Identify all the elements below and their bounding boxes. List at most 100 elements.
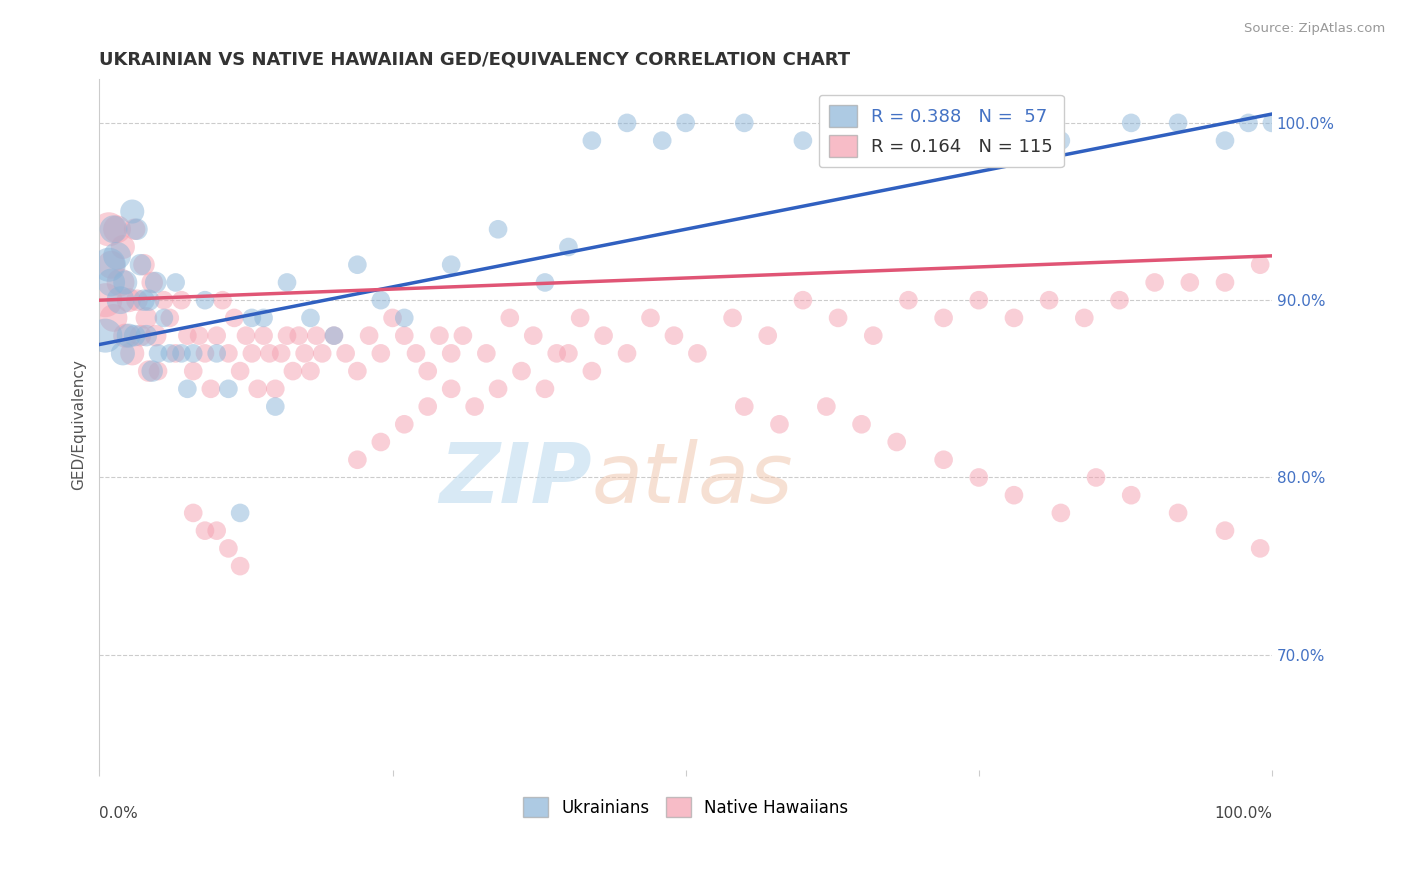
Text: ZIP: ZIP — [439, 439, 592, 520]
Point — [394, 310, 416, 325]
Point — [581, 364, 603, 378]
Point — [299, 364, 322, 378]
Point — [294, 346, 316, 360]
Point — [967, 293, 990, 308]
Point — [105, 222, 128, 236]
Point — [100, 276, 122, 290]
Point — [181, 506, 204, 520]
Point — [486, 222, 509, 236]
Point — [124, 328, 146, 343]
Point — [370, 435, 392, 450]
Point — [967, 116, 990, 130]
Point — [181, 364, 204, 378]
Point — [581, 134, 603, 148]
Point — [1237, 116, 1260, 130]
Point — [100, 258, 122, 272]
Point — [499, 310, 522, 325]
Point — [616, 116, 638, 130]
Point — [1002, 488, 1025, 502]
Point — [205, 346, 228, 360]
Point — [1038, 293, 1060, 308]
Point — [440, 346, 463, 360]
Point — [110, 276, 132, 290]
Point — [252, 328, 274, 343]
Point — [440, 258, 463, 272]
Point — [534, 276, 557, 290]
Point — [416, 400, 439, 414]
Point — [118, 328, 141, 343]
Point — [153, 293, 176, 308]
Point — [287, 328, 309, 343]
Point — [733, 400, 755, 414]
Point — [259, 346, 281, 360]
Point — [125, 293, 148, 308]
Point — [851, 417, 873, 432]
Point — [1261, 116, 1284, 130]
Point — [224, 310, 246, 325]
Text: atlas: atlas — [592, 439, 793, 520]
Point — [662, 328, 685, 343]
Point — [229, 559, 252, 574]
Point — [440, 382, 463, 396]
Point — [792, 134, 814, 148]
Point — [346, 364, 368, 378]
Point — [114, 328, 136, 343]
Point — [405, 346, 427, 360]
Point — [475, 346, 498, 360]
Point — [105, 249, 128, 263]
Point — [125, 222, 148, 236]
Point — [211, 293, 233, 308]
Point — [569, 310, 592, 325]
Point — [1167, 116, 1189, 130]
Point — [1073, 310, 1095, 325]
Point — [394, 417, 416, 432]
Point — [534, 382, 557, 396]
Point — [1213, 134, 1236, 148]
Point — [217, 346, 239, 360]
Point — [229, 364, 252, 378]
Point — [146, 346, 169, 360]
Point — [146, 364, 169, 378]
Point — [464, 400, 486, 414]
Point — [1249, 541, 1271, 556]
Point — [815, 400, 838, 414]
Point — [557, 346, 579, 360]
Point — [153, 310, 176, 325]
Point — [1002, 310, 1025, 325]
Point — [1121, 488, 1143, 502]
Point — [546, 346, 568, 360]
Point — [299, 310, 322, 325]
Point — [1213, 524, 1236, 538]
Point — [897, 293, 920, 308]
Point — [640, 310, 662, 325]
Point — [235, 328, 257, 343]
Point — [932, 310, 955, 325]
Point — [429, 328, 451, 343]
Point — [97, 258, 120, 272]
Point — [170, 346, 193, 360]
Point — [346, 452, 368, 467]
Point — [129, 328, 152, 343]
Point — [135, 310, 157, 325]
Point — [932, 452, 955, 467]
Point — [1167, 506, 1189, 520]
Point — [768, 417, 790, 432]
Point — [827, 310, 849, 325]
Point — [111, 346, 134, 360]
Point — [165, 346, 187, 360]
Point — [1178, 276, 1201, 290]
Point — [792, 293, 814, 308]
Point — [176, 382, 198, 396]
Point — [733, 116, 755, 130]
Point — [252, 310, 274, 325]
Point — [721, 310, 744, 325]
Point — [217, 541, 239, 556]
Point — [217, 382, 239, 396]
Point — [194, 346, 217, 360]
Point — [97, 222, 120, 236]
Point — [240, 310, 263, 325]
Point — [1213, 276, 1236, 290]
Point — [94, 293, 117, 308]
Point — [651, 134, 673, 148]
Point — [305, 328, 328, 343]
